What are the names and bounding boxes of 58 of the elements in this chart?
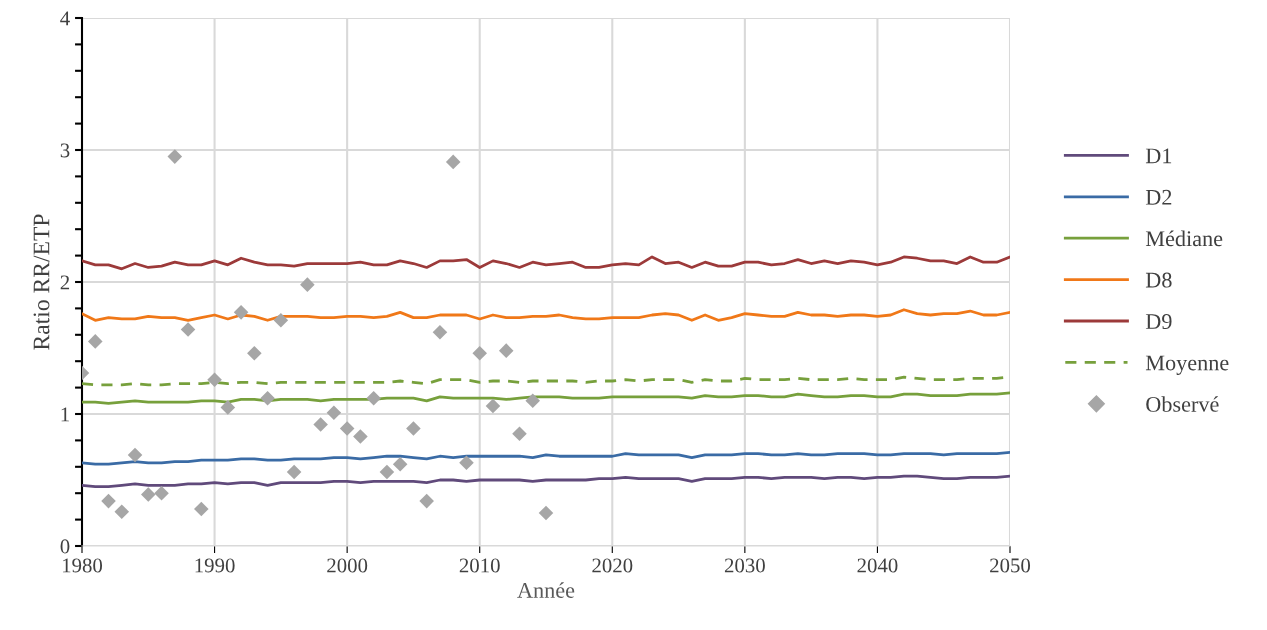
y-tick-label: 3 [60,143,70,158]
y-tick-label: 4 [60,11,70,26]
point [525,393,541,409]
point [286,464,302,480]
line-series [82,255,1010,271]
point [154,485,169,501]
legend-label: D8 [1145,272,1172,288]
x-tick-label: 2040 [857,558,898,573]
point [220,400,236,415]
point [538,505,554,521]
y-axis-title: Ratio RR/ETP [33,214,50,350]
y-tick-label: 0 [60,539,70,554]
legend-label: D2 [1145,189,1172,205]
point [353,429,368,444]
point [260,390,275,406]
x-tick-label: 2000 [327,558,368,573]
x-tick-label: 2020 [592,558,633,573]
x-tick-label: 2010 [459,558,500,573]
point [300,277,315,292]
point [127,447,143,463]
legend-label: D9 [1145,314,1172,329]
y-tick-label: 2 [60,275,70,290]
x-tick-label: 1990 [195,558,235,573]
x-tick-label: 2030 [724,558,765,573]
point [101,493,116,509]
x-axis-title: Année [517,582,575,598]
point [141,487,156,502]
point [326,405,342,420]
y-tick-label: 1 [61,407,69,422]
x-tick-label: 2050 [990,558,1031,573]
point [366,390,381,406]
point [485,398,501,414]
point [233,305,249,320]
point [180,322,196,337]
point [273,313,289,328]
point [392,456,408,472]
legend-label: Médiane [1145,230,1223,247]
point [87,334,103,349]
legend-label: Moyenne [1145,355,1229,375]
point [512,426,527,442]
point [498,343,514,358]
legend-label: Observé [1146,396,1219,412]
point [194,501,209,517]
point [419,493,434,509]
point [445,154,461,170]
legend-label: D1 [1145,148,1172,164]
point [406,421,421,436]
point [313,417,328,432]
point [459,455,474,471]
point [432,324,448,340]
point [114,504,130,519]
point [207,372,222,387]
point [379,464,395,480]
point [339,421,355,436]
x-tick-label: 1980 [63,558,103,573]
point [247,346,262,361]
point [167,149,183,164]
point [472,346,487,361]
